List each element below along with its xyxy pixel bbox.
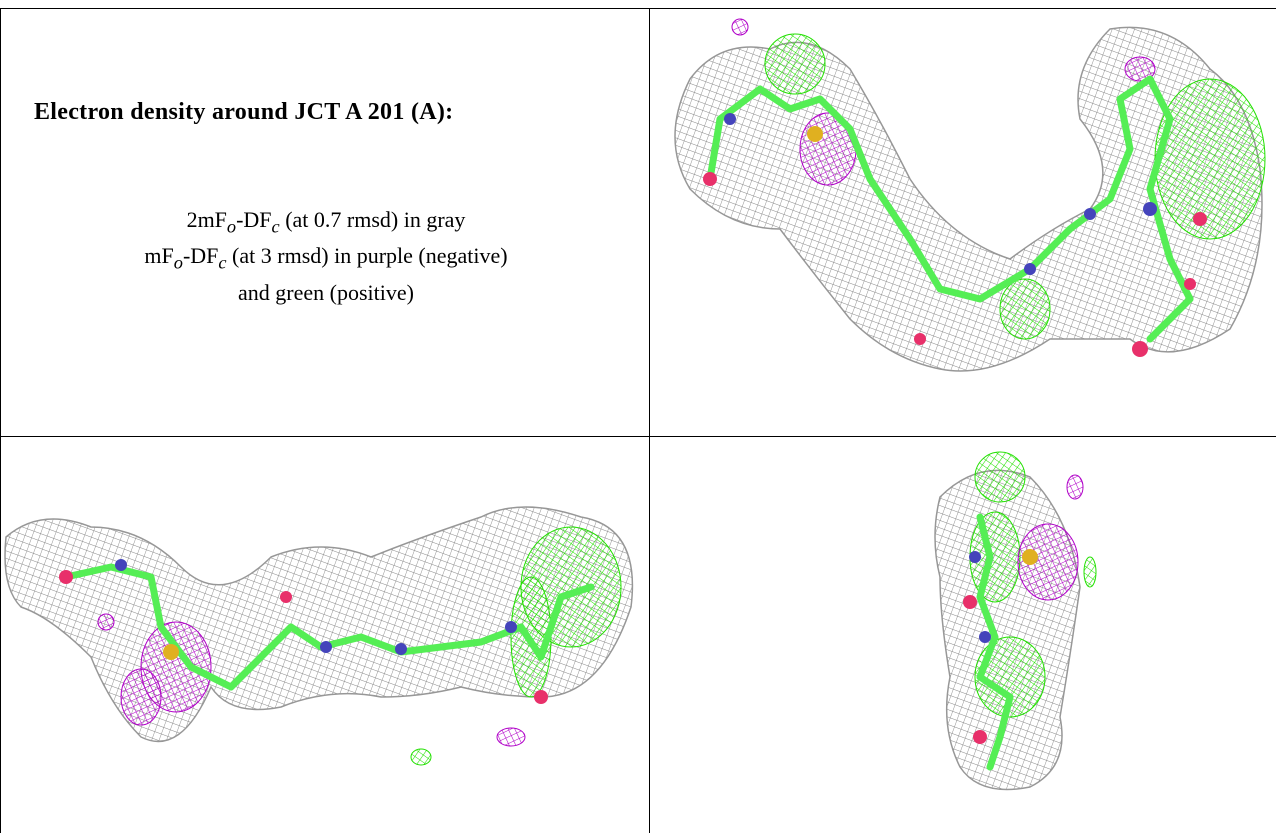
table-center-divider [649, 8, 650, 833]
density-figure-2 [4, 506, 634, 766]
density-figure-1 [674, 18, 1266, 372]
legend-line-2fofc: 2mFo-DFc (at 0.7 rmsd) in gray [186, 207, 466, 237]
table-top-border [0, 8, 1276, 9]
legend-line-fofc: mFo-DFc (at 3 rmsd) in purple (negative) [144, 243, 508, 273]
caption-body: 2mFo-DFc (at 0.7 rmsd) in gray mFo-DFc (… [1, 205, 649, 308]
density-figure-3 [934, 451, 1097, 791]
caption-cell: Electron density around JCT A 201 (A): 2… [1, 9, 649, 436]
legend-line-positive: and green (positive) [238, 279, 414, 305]
caption-title: Electron density around JCT A 201 (A): [34, 99, 454, 125]
density-view-bottom-left [1, 437, 649, 833]
table-left-border [0, 8, 1, 833]
density-view-top-right [650, 9, 1276, 436]
density-view-bottom-right [650, 437, 1276, 833]
table-middle-border [0, 436, 1276, 437]
